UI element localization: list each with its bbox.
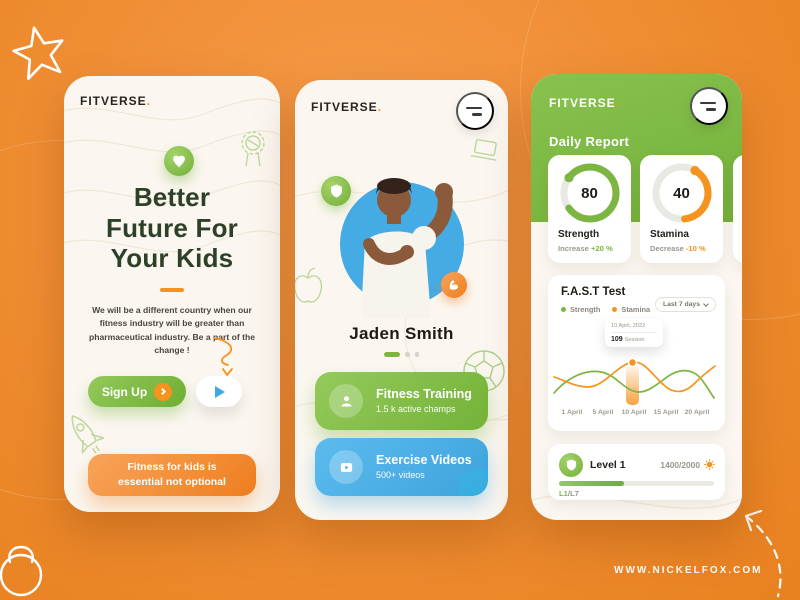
x-axis-labels: 1 April 5 April 10 April 15 April 20 Apr… (561, 409, 710, 416)
strength-gauge: 80 (558, 161, 622, 225)
fast-test-chart-card: F.A.S.T Test Strength Stamina Last 7 day… (548, 275, 725, 431)
chevron-right-icon (154, 382, 173, 401)
shield-icon (321, 176, 351, 206)
card-subtitle: 500+ videos (376, 470, 425, 481)
highlight-bar (626, 365, 639, 405)
background-waves (531, 494, 742, 509)
background-waves (64, 98, 280, 253)
card-title: Fitness Training (376, 386, 472, 401)
tooltip-date: 10 April, 2022 (611, 323, 657, 333)
card-title: Exercise Videos (376, 452, 472, 467)
stamina-gauge: 40 (650, 161, 714, 225)
profile-name: Jaden Smith (349, 324, 454, 343)
carousel-dot[interactable] (414, 352, 419, 357)
carousel-dots (295, 352, 508, 357)
level-progress-card[interactable]: Level 1 1400/2000 L1/L7 (548, 444, 725, 500)
trend-value: +20 % (590, 244, 613, 253)
chart-tooltip: 10 April, 2022 109 Session (605, 319, 663, 347)
gauge-value: 40 (673, 184, 690, 202)
logo-dot: . (615, 96, 621, 110)
carousel-dot-active[interactable] (384, 352, 400, 357)
legend-label: Strength (570, 305, 601, 314)
chart-legend: Strength Stamina (561, 305, 650, 314)
video-icon (329, 450, 363, 484)
legend-dot-strength (561, 307, 566, 312)
stamina-line (553, 361, 716, 393)
divider (160, 288, 184, 292)
sign-up-label: Sign Up (101, 384, 148, 399)
hamburger-icon[interactable] (690, 87, 728, 125)
sign-up-button[interactable]: Sign Up (88, 376, 186, 407)
play-video-button[interactable] (196, 376, 242, 407)
section-title: Daily Report (549, 134, 630, 149)
play-icon (215, 385, 225, 398)
person-icon (329, 384, 363, 418)
chart-title: F.A.S.T Test (561, 286, 626, 298)
gauge-label: Stamina (650, 229, 689, 240)
sun-badge-icon (704, 459, 715, 470)
app-logo: FITVERSE. (80, 94, 152, 108)
gauge-value: 80 (581, 184, 598, 202)
trend-value: -10 % (685, 244, 706, 253)
tooltip-value: 109 (611, 336, 623, 343)
logo-dot: . (377, 100, 383, 114)
highlight-point (627, 357, 638, 368)
gauge-label: Strength (558, 229, 600, 240)
tooltip-unit: Session (624, 337, 645, 343)
logo-dot: . (146, 94, 152, 108)
intro-paragraph: We will be a different country when our … (88, 305, 256, 355)
strength-line (553, 369, 715, 399)
exercise-videos-card[interactable]: Exercise Videos 500+ videos (315, 438, 488, 496)
profile-screen: FITVERSE. (295, 80, 508, 520)
star-doodle (12, 26, 64, 80)
fitness-training-card[interactable]: Fitness Training 1.5 k active champs (315, 372, 488, 430)
heart-icon (164, 146, 194, 176)
card-subtitle: 1.5 k active champs (376, 404, 456, 415)
bicep-icon[interactable] (441, 272, 467, 298)
date-range-label: Last 7 days (662, 301, 700, 308)
chevron-down-icon (703, 300, 709, 307)
page-title: Better Future For Your Kids (106, 182, 238, 274)
strength-gauge-card[interactable]: 80 Strength Increase +20 % (548, 155, 631, 263)
legend-dot-stamina (612, 307, 618, 312)
stamina-gauge-card[interactable]: 40 Stamina Decrease -10 % (640, 155, 723, 263)
gauge-trend: Decrease -10 % (650, 244, 706, 253)
next-gauge-card-peek[interactable] (733, 155, 742, 263)
kettlebell-doodle (0, 545, 43, 597)
info-banner[interactable]: Fitness for kids is essential not option… (88, 454, 256, 496)
legend-label: Stamina (621, 305, 651, 314)
line-chart (553, 357, 716, 405)
banner-text: Fitness for kids is essential not option… (118, 460, 226, 488)
level-label: Level 1 (590, 459, 626, 471)
rocket-doodle (71, 415, 105, 454)
level-range: L1/L7 (559, 489, 579, 498)
shield-icon (559, 453, 583, 477)
onboarding-screen: FITVERSE. Better Future For Your Kids We… (64, 76, 280, 512)
hamburger-icon[interactable] (456, 92, 494, 130)
gauge-trend: Increase +20 % (558, 244, 613, 253)
carousel-dot[interactable] (405, 352, 410, 357)
level-progress-text: 1400/2000 (660, 459, 700, 470)
dashboard-screen: FITVERSE. Daily Report 80 Strength Incre… (531, 74, 742, 520)
profile-photo (340, 178, 464, 318)
watermark: WWW.NICKELFOX.COM (614, 565, 763, 576)
app-logo: FITVERSE. (549, 96, 621, 110)
level-progress-track (559, 481, 714, 486)
app-logo: FITVERSE. (311, 100, 383, 114)
level-progress-fill (559, 481, 625, 486)
date-range-dropdown[interactable]: Last 7 days (654, 297, 716, 312)
